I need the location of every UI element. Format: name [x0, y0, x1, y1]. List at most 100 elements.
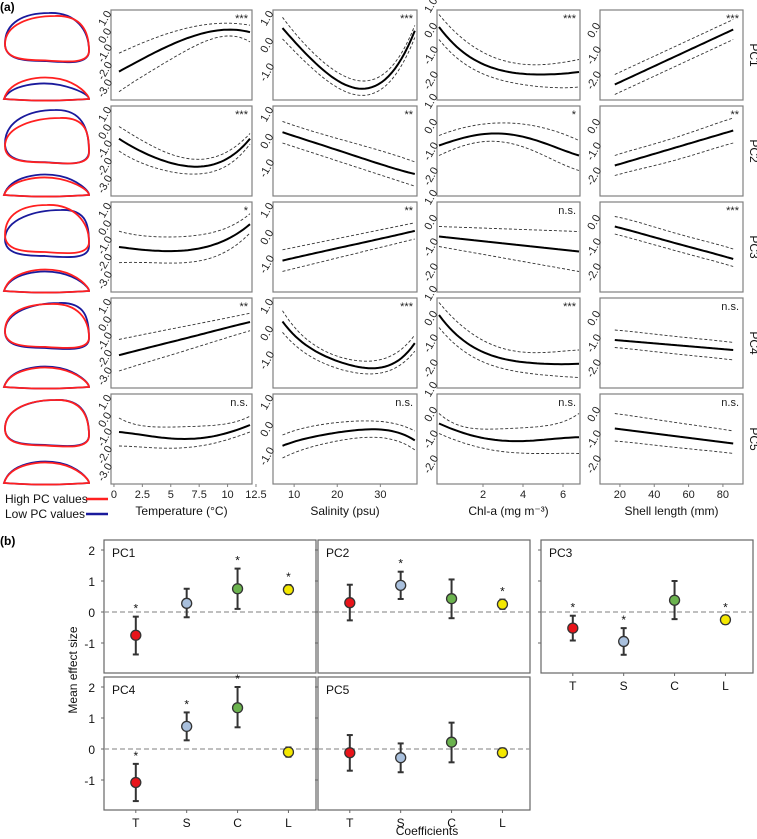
mean-point-s [395, 752, 407, 764]
x-tick-label: T [346, 816, 354, 830]
significance-label: *** [400, 13, 414, 25]
x-axis-title: Coefficients [396, 824, 458, 838]
effect-plot-pc1-col2: ***1.00.0-1.0 [257, 9, 418, 101]
effect-plot-pc1-col1: ***1.00.0-1.0-2.0-3.0 [95, 9, 253, 101]
x-tick-label: S [397, 816, 405, 830]
panel-a-label: (a) [0, 0, 15, 14]
ci-lower-line [118, 330, 251, 372]
x-tick-label: 2 [480, 489, 486, 501]
mean-point-c [445, 593, 458, 605]
significance-star: * [570, 601, 575, 615]
x-tick-label: T [569, 679, 577, 693]
effect-plot-pc4-col3: ***1.00.0-1.0-2.0 [421, 284, 581, 389]
plot-frame [599, 393, 744, 485]
effect-plot-pc1-col3: ***1.00.0-1.0-2.0 [421, 0, 581, 101]
effect-plot-pc3-col4: ***0.0-1.0-2.0 [584, 201, 744, 293]
ci-upper-line [438, 302, 580, 354]
ci-upper-line [118, 415, 251, 428]
ci-upper-line [438, 413, 580, 430]
significance-star: * [398, 557, 403, 571]
ci-lower-line [118, 431, 251, 449]
plot-frame [599, 297, 744, 389]
ci-lower-line [614, 142, 734, 176]
plot-frame [110, 201, 253, 293]
ci-upper-line [118, 312, 251, 340]
y-tick-label: 2 [88, 681, 95, 695]
effect-plot-pc2-col2: **1.00.0-1.0 [257, 105, 418, 197]
x-tick-label: 5 [168, 489, 174, 501]
fit-line [438, 235, 580, 253]
high-pc-outline-side [4, 399, 90, 448]
x-axis-label: Salinity (psu) [310, 504, 379, 518]
significance-label: n.s. [558, 397, 576, 409]
significance-label: ** [404, 109, 413, 121]
plot-frame [110, 105, 253, 197]
effect-panel-pc4: PC4 2 1 0 -1 * T * S * C L [84, 672, 317, 830]
fit-line [281, 27, 416, 90]
effect-plot-pc4-col4: n.s.0.0-1.0-2.0 [584, 297, 744, 389]
mean-point-l [282, 746, 295, 758]
effect-panel-pc3: PC3 * T * S C * L [538, 539, 754, 693]
ci-lower-line [282, 238, 415, 272]
ci-upper-line [614, 117, 734, 156]
ci-lower-line [438, 39, 580, 89]
plot-frame [272, 105, 418, 197]
panel-frame [103, 539, 317, 674]
significance-label: *** [400, 301, 414, 313]
x-tick-label: 10 [221, 489, 233, 501]
x-tick-label: 60 [682, 489, 694, 501]
fit-line [438, 314, 580, 366]
x-tick-label: 20 [614, 489, 626, 501]
panel-title: PC3 [549, 546, 573, 560]
mean-point-l [282, 584, 295, 596]
plot-frame [436, 9, 581, 101]
significance-star: * [500, 585, 505, 599]
x-tick-label: C [447, 816, 456, 830]
significance-label: ** [730, 109, 739, 121]
panel-title: PC5 [326, 683, 350, 697]
high-pc-outline-dorsal [2, 76, 90, 102]
x-tick-label: 12.5 [245, 489, 266, 501]
mean-point-c [445, 736, 458, 748]
high-pc-outline-dorsal [2, 268, 90, 294]
fit-line [118, 137, 251, 168]
mean-point-l [496, 747, 509, 759]
significance-star: * [235, 672, 240, 686]
shell-outlines-pc1 [2, 12, 90, 102]
ci-lower-line [438, 327, 580, 378]
panel-frame [540, 539, 754, 674]
y-tick-label: -1 [84, 774, 95, 788]
ci-lower-line [438, 246, 580, 272]
shell-outlines-pc5 [2, 399, 90, 486]
x-axis-label: Temperature (°C) [135, 504, 227, 518]
plot-frame [110, 9, 253, 101]
fit-line [282, 229, 416, 262]
effect-plot-pc3-col1: *1.00.0-1.0-2.0-3.0 [95, 201, 253, 293]
ci-lower-line [282, 332, 416, 375]
effect-plot-pc2-col3: *1.00.0-1.0-2.0 [421, 92, 581, 197]
fit-line [614, 427, 734, 445]
low-pc-outline-dorsal [2, 460, 90, 486]
y-axis-title: Mean effect size [66, 626, 80, 713]
effect-plot-pc4-col2: ***1.00.0-1.0 [257, 297, 418, 389]
significance-label: n.s. [558, 205, 576, 217]
low-pc-outline-side [4, 399, 90, 447]
effect-panel-pc1: PC1 2 1 0 -1 * * * [84, 539, 317, 674]
mean-point-t [344, 597, 356, 609]
significance-label: *** [726, 13, 740, 25]
shell-outlines-pc4 [2, 302, 90, 390]
fit-line [438, 132, 580, 157]
panel-frame [317, 676, 531, 811]
mean-point-l [719, 614, 732, 626]
ci-lower-line [282, 142, 415, 187]
mean-point-s [618, 635, 630, 648]
plot-frame [436, 105, 581, 197]
mean-point-t [567, 622, 579, 634]
plot-frame [436, 297, 581, 389]
mean-point-s [181, 597, 193, 609]
plot-frame [599, 105, 744, 197]
significance-star: * [621, 613, 626, 627]
legend-low-label: Low PC values [5, 507, 85, 521]
x-tick-label: S [183, 816, 191, 830]
